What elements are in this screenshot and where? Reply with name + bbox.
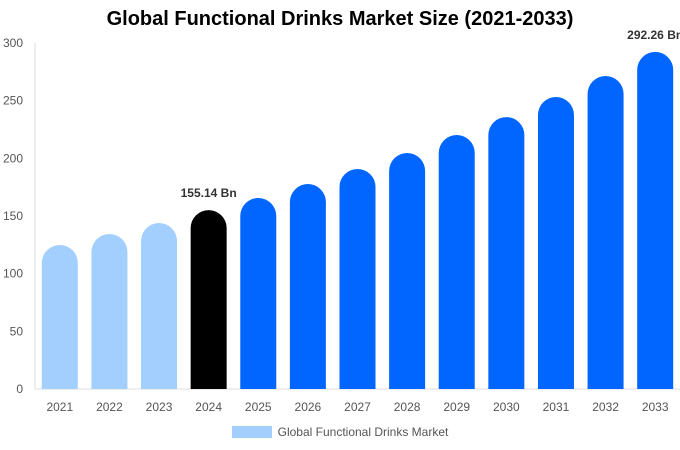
x-tick-label: 2021 xyxy=(46,400,73,414)
x-tick-label: 2025 xyxy=(245,400,272,414)
y-tick-label: 50 xyxy=(10,324,24,338)
bar-2025 xyxy=(240,198,277,389)
legend-swatch xyxy=(231,426,272,438)
x-tick-label: 2026 xyxy=(295,400,322,414)
bar-2022 xyxy=(91,233,128,389)
x-tick-label: 2027 xyxy=(344,400,371,414)
x-tick-label: 2030 xyxy=(493,400,520,414)
bar-2032 xyxy=(587,75,624,389)
bar-2021 xyxy=(41,244,78,389)
x-tick-label: 2033 xyxy=(642,400,669,414)
data-label: 155.14 Bn xyxy=(181,186,237,200)
data-label: 292.26 Bn xyxy=(627,28,680,42)
bar-2026 xyxy=(289,184,326,389)
bar-2031 xyxy=(537,96,574,389)
bar-2028 xyxy=(389,153,426,389)
bar-2029 xyxy=(438,135,475,389)
x-tick-label: 2032 xyxy=(592,400,619,414)
bar-2030 xyxy=(488,117,525,390)
y-tick-label: 100 xyxy=(3,267,23,281)
x-tick-label: 2031 xyxy=(543,400,570,414)
bar-2033 xyxy=(637,51,674,389)
x-tick-label: 2029 xyxy=(443,400,470,414)
bar-2023 xyxy=(141,223,178,389)
bar-2027 xyxy=(339,168,376,389)
y-tick-label: 200 xyxy=(3,151,23,165)
y-tick-label: 150 xyxy=(3,209,23,223)
chart-title: Global Functional Drinks Market Size (20… xyxy=(106,8,574,30)
bar-2024 xyxy=(190,210,227,389)
y-tick-label: 300 xyxy=(3,36,23,50)
x-tick-label: 2022 xyxy=(96,400,123,414)
x-tick-label: 2028 xyxy=(394,400,421,414)
legend-label: Global Functional Drinks Market xyxy=(277,425,449,439)
y-tick-label: 0 xyxy=(16,382,23,396)
x-tick-label: 2024 xyxy=(195,400,222,414)
x-tick-label: 2023 xyxy=(146,400,173,414)
y-tick-label: 250 xyxy=(3,94,23,108)
legend: Global Functional Drinks Market xyxy=(0,425,680,439)
